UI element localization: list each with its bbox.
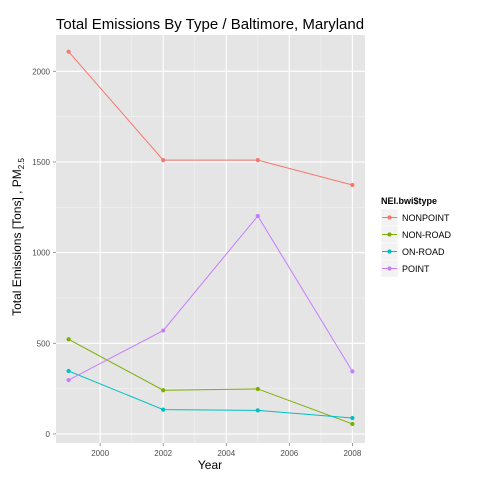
data-point-nonpoint — [161, 158, 166, 163]
series-line-non-road — [68, 338, 353, 425]
data-point-nonpoint — [66, 49, 71, 54]
y-tick-label: 0 — [46, 430, 51, 439]
data-point-non-road — [255, 386, 260, 392]
legend-key-point-on-road — [387, 249, 392, 254]
legend-key-point-nonpoint — [387, 215, 392, 220]
data-point-nonpoint — [255, 158, 260, 163]
legend-title: NEI.bwi$type — [381, 196, 437, 206]
series-line-point — [68, 215, 353, 381]
data-point-point — [255, 213, 260, 219]
y-tick-label: 500 — [37, 339, 51, 348]
x-tick-label: 2004 — [217, 449, 235, 458]
plot-panel — [56, 35, 365, 443]
series-line-on-road — [68, 370, 353, 419]
minor-gridlines — [56, 35, 365, 443]
data-point-non-road — [66, 337, 71, 342]
data-point-non-road — [161, 388, 166, 393]
y-tick-label: 1000 — [32, 249, 50, 258]
legend-key-point-point — [387, 266, 392, 271]
data-point-on-road — [161, 407, 166, 412]
y-axis-title: Total Emissions [Tons] , PM2.5 — [10, 158, 26, 316]
legend-label-point: POINT — [402, 264, 430, 274]
x-tick-label: 2002 — [154, 449, 172, 458]
x-axis-ticks: 2000 2002 2004 2006 2008 — [91, 443, 362, 458]
x-tick-label: 2000 — [91, 449, 109, 458]
y-tick-label: 2000 — [32, 67, 50, 76]
legend-label-non-road: NON-ROAD — [402, 230, 451, 240]
data-point-on-road — [350, 415, 355, 421]
legend-label-nonpoint: NONPOINT — [402, 213, 450, 223]
data-point-non-road — [350, 421, 355, 427]
y-tick-label: 1500 — [32, 158, 50, 167]
legend-key-point-non-road — [387, 232, 392, 237]
y-axis-ticks: 0 500 1000 1500 2000 — [32, 67, 56, 439]
series-line-nonpoint — [68, 51, 353, 186]
legend-label-on-road: ON-ROAD — [402, 247, 445, 257]
data-point-point — [350, 369, 355, 374]
chart-title: Total Emissions By Type / Baltimore, Mar… — [56, 16, 364, 33]
data-point-on-road — [255, 408, 260, 413]
data-point-point — [161, 328, 166, 333]
data-point-nonpoint — [350, 182, 355, 188]
x-tick-label: 2008 — [343, 449, 361, 458]
x-axis-title: Year — [198, 458, 222, 472]
y-axis-title-main: Total Emissions [Tons] , PM — [10, 169, 24, 316]
data-point-point — [66, 377, 71, 383]
y-axis-title-subscript: 2.5 — [17, 158, 26, 170]
major-gridlines — [56, 35, 365, 443]
data-point-on-road — [66, 368, 71, 374]
series-layer — [66, 49, 355, 427]
x-tick-label: 2006 — [280, 449, 298, 458]
legend: NEI.bwi$type NONPOINT NON-ROAD ON-ROAD POIN… — [380, 196, 451, 278]
